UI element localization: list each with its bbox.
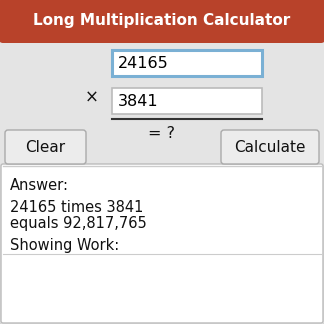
Text: = ?: = ? — [148, 125, 176, 141]
FancyBboxPatch shape — [221, 130, 319, 164]
FancyBboxPatch shape — [112, 88, 262, 114]
FancyBboxPatch shape — [112, 50, 262, 76]
Text: Long Multiplication Calculator: Long Multiplication Calculator — [33, 14, 291, 29]
FancyBboxPatch shape — [5, 130, 86, 164]
Text: equals 92,817,765: equals 92,817,765 — [10, 216, 147, 231]
Text: 24165 times 3841: 24165 times 3841 — [10, 200, 144, 215]
Text: ×: × — [85, 89, 99, 107]
Text: Showing Work:: Showing Work: — [10, 238, 119, 253]
Text: Clear: Clear — [26, 140, 65, 155]
Text: Answer:: Answer: — [10, 178, 69, 193]
FancyBboxPatch shape — [1, 164, 323, 323]
Text: Calculate: Calculate — [234, 140, 306, 155]
Text: 24165: 24165 — [118, 55, 169, 71]
FancyBboxPatch shape — [0, 0, 324, 43]
Text: 3841: 3841 — [118, 94, 159, 109]
